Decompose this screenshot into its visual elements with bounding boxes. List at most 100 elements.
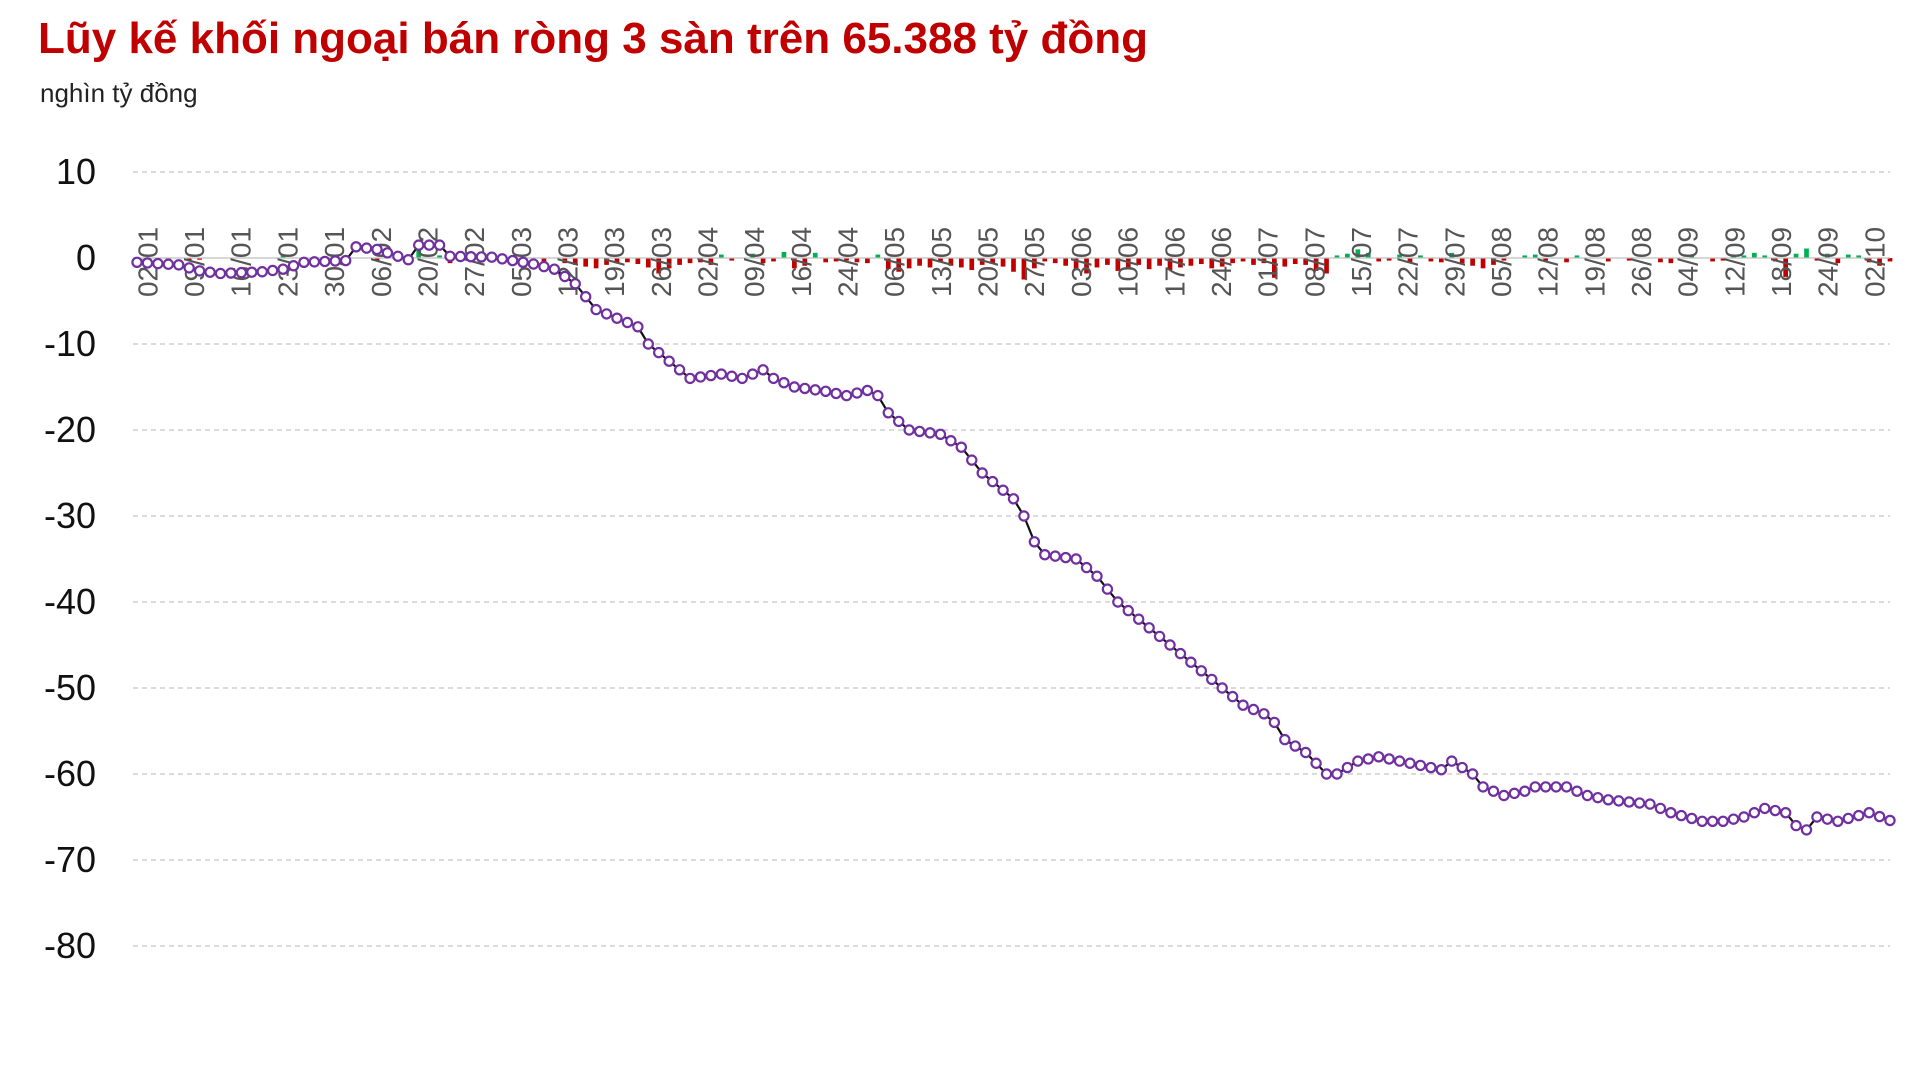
daily-flow-bar <box>917 258 922 266</box>
data-point <box>1675 809 1688 822</box>
daily-flow-bar <box>844 258 849 261</box>
x-tick-label: 15/07 <box>1346 227 1377 297</box>
data-point <box>392 250 404 262</box>
data-point <box>1320 768 1333 780</box>
cumulative-markers <box>131 239 1896 836</box>
daily-flow-bar <box>750 253 755 258</box>
daily-flow-bar <box>1365 252 1371 258</box>
data-point <box>1602 794 1614 806</box>
daily-flow-bar <box>1021 258 1027 280</box>
daily-flow-bar <box>1877 258 1882 266</box>
data-point <box>757 364 769 376</box>
daily-flow-bar <box>1313 258 1319 271</box>
x-tick-label: 26/08 <box>1626 227 1657 297</box>
daily-flow-bar <box>1428 258 1434 262</box>
data-point <box>1738 811 1750 823</box>
daily-flow-bar <box>1219 258 1225 267</box>
data-point <box>423 239 435 251</box>
data-point <box>1373 751 1385 763</box>
data-point <box>1007 493 1020 505</box>
data-point <box>1164 639 1176 651</box>
data-point <box>1456 761 1468 774</box>
x-tick-label: 08/07 <box>1299 227 1330 297</box>
daily-flow-bar <box>1324 258 1329 274</box>
data-point <box>955 441 968 453</box>
data-point <box>966 454 978 466</box>
daily-flow-bar <box>1042 258 1048 262</box>
x-tick-label: 09/01 <box>179 227 210 297</box>
data-point <box>527 258 540 270</box>
data-point <box>225 267 237 279</box>
daily-flow-bar <box>437 255 442 258</box>
data-point <box>433 239 446 251</box>
data-point <box>1759 802 1771 815</box>
data-point <box>903 424 915 436</box>
x-tick-label: 27/02 <box>459 227 490 297</box>
daily-flow-bar <box>1407 258 1413 263</box>
data-point <box>1226 690 1239 703</box>
data-point <box>1028 536 1041 548</box>
data-point <box>517 256 529 268</box>
daily-flow-bar <box>1710 258 1715 262</box>
x-tick-label: 22/07 <box>1393 227 1424 297</box>
x-tick-label: 24/04 <box>833 227 864 297</box>
y-tick-label: -10 <box>44 323 96 364</box>
daily-flow-bar <box>1240 258 1246 262</box>
data-point <box>1112 596 1124 608</box>
data-point <box>559 270 571 283</box>
data-point <box>413 239 425 251</box>
data-point <box>830 387 842 400</box>
y-tick-label: -20 <box>44 409 96 450</box>
daily-flow-bar <box>1532 254 1538 258</box>
daily-flow-bar <box>1825 253 1830 258</box>
chart-title: Lũy kế khối ngoại bán ròng 3 sàn trên 65… <box>38 14 1149 63</box>
data-point <box>1059 551 1072 564</box>
data-point <box>913 425 926 438</box>
data-point <box>819 385 832 397</box>
daily-flow-bar <box>1887 258 1893 262</box>
data-point <box>1571 785 1583 797</box>
daily-flow-bar <box>280 255 286 258</box>
data-point <box>1018 510 1030 522</box>
daily-flow-bar <box>1345 253 1350 258</box>
data-point <box>350 241 362 253</box>
x-tick-label: 02/04 <box>692 227 723 297</box>
data-point <box>579 291 592 303</box>
daily-flow-bar <box>687 258 693 264</box>
y-tick-label: -60 <box>44 753 96 794</box>
data-point <box>1049 550 1061 562</box>
data-point <box>193 265 206 277</box>
data-point <box>1800 824 1813 836</box>
data-point <box>997 484 1009 496</box>
data-point <box>1581 789 1594 802</box>
data-point <box>1592 791 1604 804</box>
daily-flow-bar <box>1814 258 1820 261</box>
data-point <box>1508 787 1521 800</box>
daily-flow-bar <box>802 258 808 266</box>
data-point <box>1696 815 1708 828</box>
x-tick-label: 06/02 <box>366 227 397 297</box>
daily-flow-bar <box>1167 258 1173 271</box>
data-point <box>1529 781 1541 793</box>
x-tick-label: 05/08 <box>1486 227 1517 297</box>
data-point <box>809 384 821 396</box>
daily-flow-bar <box>1105 258 1110 265</box>
x-tick-label: 10/06 <box>1113 227 1144 297</box>
y-axis-ticks: 10 0 -10 -20 -30 -40 -50 -60 -70 -80 <box>44 151 96 966</box>
data-point <box>1487 785 1500 797</box>
data-point <box>204 266 216 278</box>
data-point <box>1560 781 1573 793</box>
data-point <box>799 382 811 395</box>
data-point <box>632 321 644 333</box>
daily-flow-bar <box>1146 258 1152 270</box>
data-point <box>1769 804 1781 817</box>
y-tick-label: 0 <box>76 237 96 278</box>
data-point <box>1080 561 1093 574</box>
daily-flow-bar <box>1626 258 1632 261</box>
data-point <box>1279 733 1291 746</box>
daily-flow-bar <box>1804 248 1809 258</box>
daily-flow-bar <box>979 258 985 265</box>
daily-flow-bar <box>1605 258 1611 262</box>
data-point <box>152 257 164 270</box>
